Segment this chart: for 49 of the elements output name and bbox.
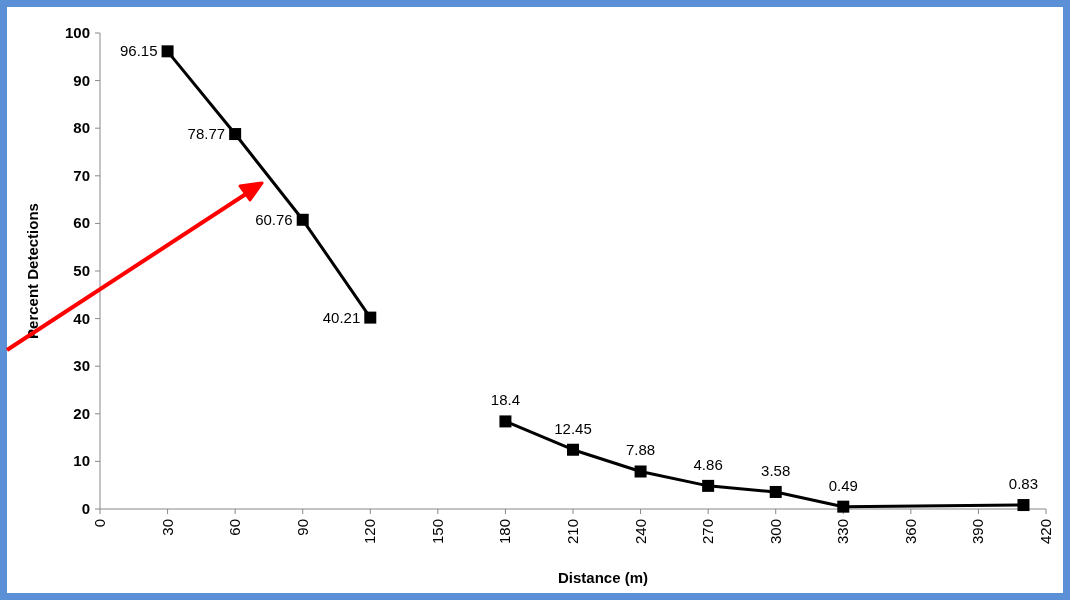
point (229, 128, 242, 141)
data-label: 7.88 (625, 441, 656, 459)
y-tick-label: 90 (73, 71, 90, 89)
x-tick-label: 30 (158, 519, 176, 536)
data-label: 0.83 (1008, 475, 1039, 493)
data-label: 96.15 (120, 42, 158, 60)
data-label: 60.76 (255, 210, 293, 228)
y-tick-label: 70 (73, 166, 90, 184)
y-tick-label: 100 (64, 24, 90, 41)
x-tick-label: 390 (969, 519, 987, 545)
point (296, 213, 309, 226)
x-tick-label: 120 (361, 519, 379, 545)
data-label: 4.86 (693, 455, 723, 473)
x-tick-label: 300 (766, 519, 784, 545)
data-label: 12.45 (554, 419, 592, 437)
point (567, 443, 579, 456)
point (837, 500, 850, 513)
y-tick-label: 30 (73, 357, 90, 375)
y-tick-label: 50 (73, 262, 90, 279)
x-tick-label: 60 (226, 519, 244, 536)
x-tick-label: 90 (293, 519, 311, 536)
x-tick-label: 0 (91, 519, 108, 528)
data-label: 40.21 (322, 308, 361, 326)
y-tick-label: 20 (73, 404, 90, 422)
point (499, 415, 512, 428)
y-tick-label: 0 (81, 500, 90, 517)
data-label: 18.4 (490, 391, 521, 409)
y-tick-label: 40 (73, 309, 90, 327)
data-label: 0.49 (828, 476, 858, 494)
point (769, 485, 782, 498)
point (634, 465, 647, 478)
point (1017, 499, 1030, 512)
data-label: 78.77 (187, 125, 226, 143)
point (161, 45, 174, 58)
point (702, 479, 715, 492)
x-tick-label: 270 (699, 519, 717, 545)
data-label: 3.58 (761, 461, 791, 479)
x-tick-label: 360 (901, 519, 919, 545)
x-tick-label: 330 (834, 519, 852, 545)
x-tick-label: 150 (428, 519, 446, 545)
y-tick-label: 60 (73, 214, 90, 232)
x-tick-label: 240 (631, 519, 649, 545)
y-tick-label: 10 (73, 452, 90, 470)
x-tick-label: 180 (496, 519, 514, 545)
x-axis-title: Distance (m) (557, 569, 649, 586)
point (364, 311, 377, 324)
x-tick-label: 420 (1037, 519, 1054, 545)
y-tick-label: 80 (73, 119, 90, 137)
x-tick-label: 210 (564, 519, 581, 545)
